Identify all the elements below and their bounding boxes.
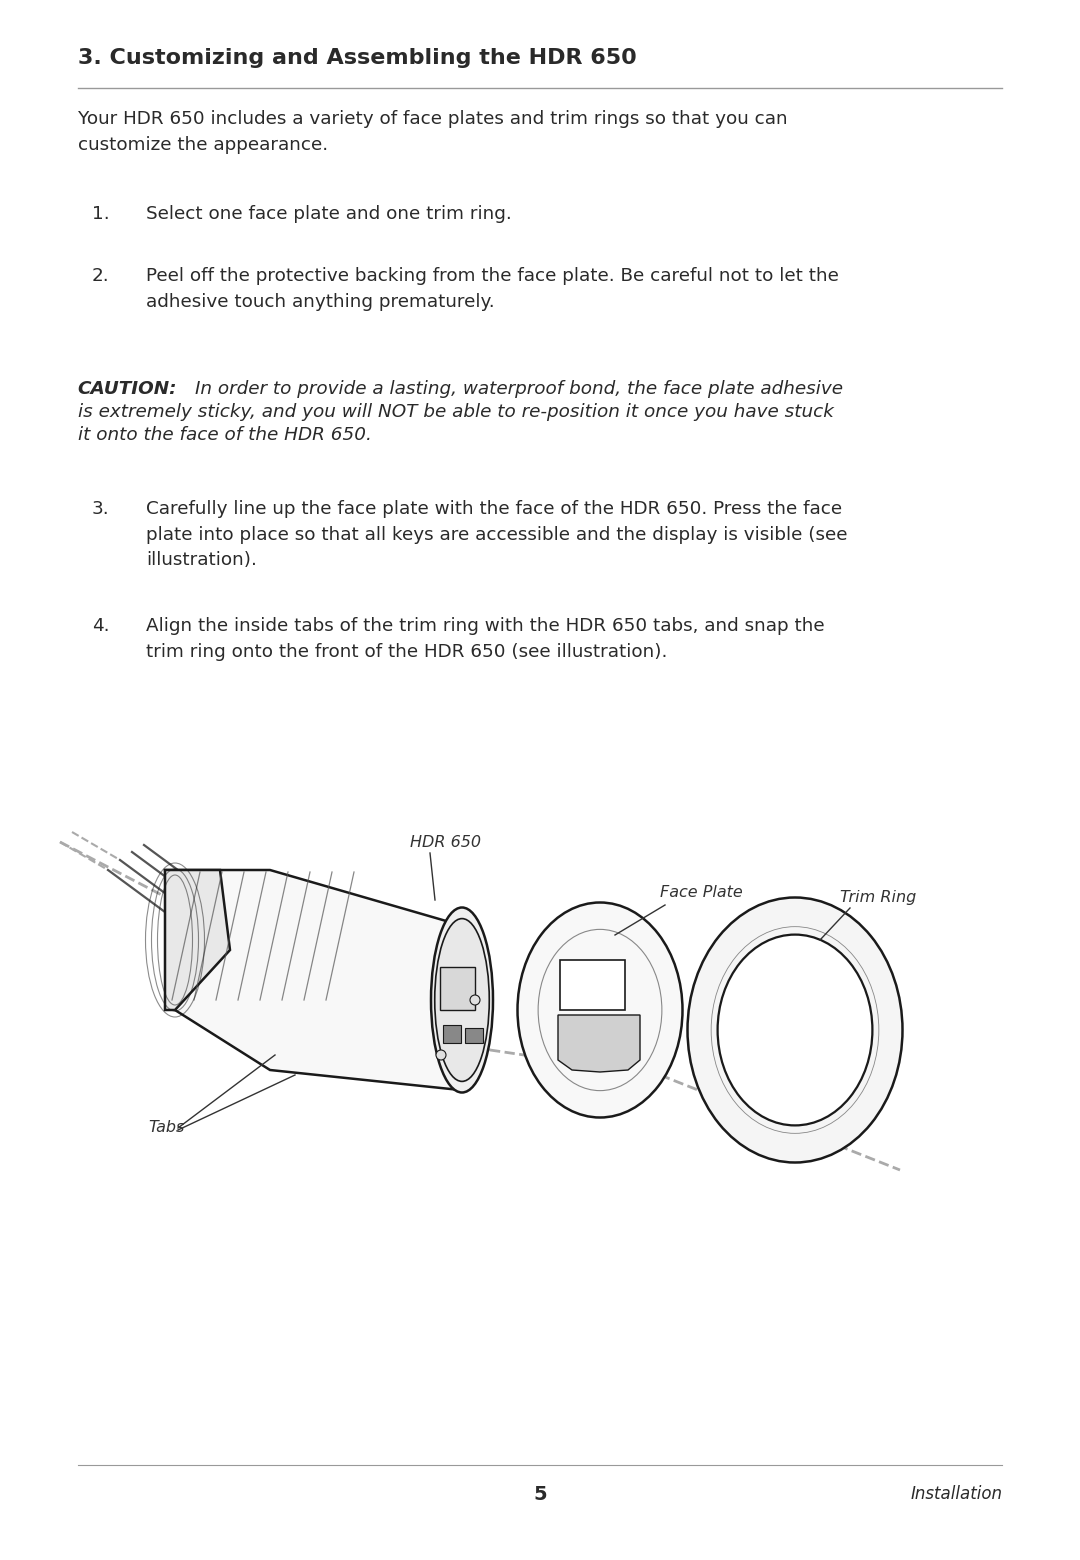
Text: Tabs: Tabs: [148, 1120, 185, 1136]
Text: Your HDR 650 includes a variety of face plates and trim rings so that you can
cu: Your HDR 650 includes a variety of face …: [78, 111, 787, 154]
Text: 2.: 2.: [92, 267, 109, 285]
Ellipse shape: [717, 934, 873, 1125]
Text: 3. Customizing and Assembling the HDR 650: 3. Customizing and Assembling the HDR 65…: [78, 48, 636, 69]
Text: 4.: 4.: [92, 618, 109, 635]
Ellipse shape: [436, 1050, 446, 1059]
Text: Peel off the protective backing from the face plate. Be careful not to let the
a: Peel off the protective backing from the…: [146, 267, 839, 310]
Polygon shape: [165, 870, 230, 1009]
Ellipse shape: [470, 995, 480, 1005]
Text: Trim Ring: Trim Ring: [840, 891, 916, 905]
Text: Installation: Installation: [910, 1485, 1002, 1502]
Polygon shape: [465, 1028, 483, 1044]
Text: is extremely sticky, and you will NOT be able to re-position it once you have st: is extremely sticky, and you will NOT be…: [78, 402, 834, 421]
Text: 5: 5: [534, 1485, 546, 1504]
Text: Align the inside tabs of the trim ring with the HDR 650 tabs, and snap the
trim : Align the inside tabs of the trim ring w…: [146, 618, 824, 661]
Text: HDR 650: HDR 650: [410, 835, 481, 850]
Polygon shape: [440, 967, 475, 1009]
Text: Select one face plate and one trim ring.: Select one face plate and one trim ring.: [146, 204, 512, 223]
Polygon shape: [165, 870, 465, 1090]
Ellipse shape: [517, 903, 683, 1117]
Text: 3.: 3.: [92, 501, 109, 518]
Ellipse shape: [688, 897, 903, 1162]
Text: 1.: 1.: [92, 204, 109, 223]
Ellipse shape: [435, 919, 489, 1081]
Polygon shape: [561, 959, 625, 1009]
Text: In order to provide a lasting, waterproof bond, the face plate adhesive: In order to provide a lasting, waterproo…: [194, 381, 842, 398]
Text: Face Plate: Face Plate: [660, 885, 743, 900]
Text: Carefully line up the face plate with the face of the HDR 650. Press the face
pl: Carefully line up the face plate with th…: [146, 501, 848, 569]
Text: it onto the face of the HDR 650.: it onto the face of the HDR 650.: [78, 426, 372, 445]
Polygon shape: [443, 1025, 461, 1044]
Polygon shape: [558, 1016, 640, 1072]
Ellipse shape: [431, 908, 492, 1092]
Text: CAUTION:: CAUTION:: [78, 381, 177, 398]
